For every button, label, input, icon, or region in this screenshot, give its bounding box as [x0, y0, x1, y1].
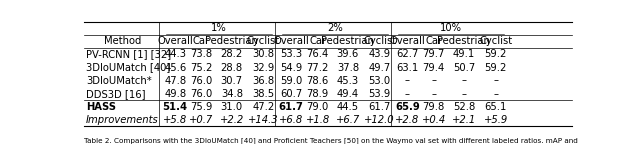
- Text: +1.8: +1.8: [305, 115, 330, 125]
- Text: Cyclist: Cyclist: [479, 36, 512, 46]
- Text: 30.8: 30.8: [253, 49, 275, 59]
- Text: +6.8: +6.8: [279, 115, 303, 125]
- Text: 59.2: 59.2: [484, 62, 507, 73]
- Text: 76.4: 76.4: [307, 49, 329, 59]
- Text: 60.7: 60.7: [280, 89, 303, 99]
- Text: 78.6: 78.6: [307, 76, 329, 86]
- Text: 44.3: 44.3: [164, 49, 186, 59]
- Text: 3DIoUMatch*: 3DIoUMatch*: [86, 76, 152, 86]
- Text: PV-RCNN [1] [32]: PV-RCNN [1] [32]: [86, 49, 171, 59]
- Text: –: –: [405, 89, 410, 99]
- Text: 39.6: 39.6: [337, 49, 359, 59]
- Text: 3DIoUMatch [40]: 3DIoUMatch [40]: [86, 62, 170, 73]
- Text: Table 2. Comparisons with the 3DIoUMatch [40] and Proficient Teachers [50] on th: Table 2. Comparisons with the 3DIoUMatch…: [84, 138, 578, 144]
- Text: +0.7: +0.7: [189, 115, 214, 125]
- Text: –: –: [431, 76, 436, 86]
- Text: –: –: [493, 76, 498, 86]
- Text: Overall: Overall: [390, 36, 425, 46]
- Text: Pedestrian: Pedestrian: [205, 36, 258, 46]
- Text: 59.0: 59.0: [280, 76, 303, 86]
- Text: 31.0: 31.0: [221, 102, 243, 112]
- Text: 2%: 2%: [327, 23, 343, 33]
- Text: 34.8: 34.8: [221, 89, 243, 99]
- Text: DDS3D [16]: DDS3D [16]: [86, 89, 145, 99]
- Text: 45.3: 45.3: [337, 76, 359, 86]
- Text: 73.8: 73.8: [191, 49, 212, 59]
- Text: 75.2: 75.2: [190, 62, 212, 73]
- Text: 1%: 1%: [211, 23, 227, 33]
- Text: 44.5: 44.5: [337, 102, 359, 112]
- Text: 79.0: 79.0: [307, 102, 329, 112]
- Text: 36.8: 36.8: [252, 76, 275, 86]
- Text: +2.8: +2.8: [396, 115, 419, 125]
- Text: Method: Method: [104, 36, 141, 46]
- Text: 61.7: 61.7: [369, 102, 391, 112]
- Text: 28.2: 28.2: [221, 49, 243, 59]
- Text: 49.4: 49.4: [337, 89, 359, 99]
- Text: 79.8: 79.8: [422, 102, 445, 112]
- Text: Pedestrian: Pedestrian: [321, 36, 374, 46]
- Text: –: –: [405, 76, 410, 86]
- Text: Overall: Overall: [157, 36, 193, 46]
- Text: 79.4: 79.4: [422, 62, 445, 73]
- Text: 77.2: 77.2: [307, 62, 329, 73]
- Text: 76.0: 76.0: [190, 76, 212, 86]
- Text: Cyclist: Cyclist: [247, 36, 280, 46]
- Text: 43.9: 43.9: [369, 49, 390, 59]
- Text: 53.9: 53.9: [369, 89, 390, 99]
- Text: Car: Car: [425, 36, 442, 46]
- Text: 50.7: 50.7: [452, 62, 475, 73]
- Text: 51.4: 51.4: [163, 102, 188, 112]
- Text: Pedestrian: Pedestrian: [438, 36, 490, 46]
- Text: 62.7: 62.7: [396, 49, 419, 59]
- Text: Car: Car: [193, 36, 210, 46]
- Text: 65.9: 65.9: [395, 102, 420, 112]
- Text: –: –: [461, 89, 467, 99]
- Text: +5.9: +5.9: [484, 115, 508, 125]
- Text: 79.7: 79.7: [422, 49, 445, 59]
- Text: 53.0: 53.0: [369, 76, 390, 86]
- Text: Improvements: Improvements: [86, 115, 159, 125]
- Text: +0.4: +0.4: [422, 115, 446, 125]
- Text: 49.7: 49.7: [369, 62, 390, 73]
- Text: 30.7: 30.7: [221, 76, 243, 86]
- Text: HASS: HASS: [86, 102, 116, 112]
- Text: 75.9: 75.9: [190, 102, 212, 112]
- Text: 28.8: 28.8: [221, 62, 243, 73]
- Text: 38.5: 38.5: [252, 89, 275, 99]
- Text: 65.1: 65.1: [484, 102, 507, 112]
- Text: 49.8: 49.8: [164, 89, 186, 99]
- Text: +2.1: +2.1: [452, 115, 476, 125]
- Text: +12.0: +12.0: [364, 115, 395, 125]
- Text: 45.6: 45.6: [164, 62, 186, 73]
- Text: 78.9: 78.9: [307, 89, 329, 99]
- Text: –: –: [493, 89, 498, 99]
- Text: 49.1: 49.1: [452, 49, 475, 59]
- Text: –: –: [461, 76, 467, 86]
- Text: 52.8: 52.8: [452, 102, 475, 112]
- Text: –: –: [431, 89, 436, 99]
- Text: +14.3: +14.3: [248, 115, 279, 125]
- Text: Car: Car: [309, 36, 326, 46]
- Text: 63.1: 63.1: [396, 62, 419, 73]
- Text: +6.7: +6.7: [336, 115, 360, 125]
- Text: 76.0: 76.0: [190, 89, 212, 99]
- Text: 61.7: 61.7: [279, 102, 304, 112]
- Text: 54.9: 54.9: [280, 62, 303, 73]
- Text: 32.9: 32.9: [252, 62, 275, 73]
- Text: 47.8: 47.8: [164, 76, 186, 86]
- Text: Overall: Overall: [273, 36, 309, 46]
- Text: +5.8: +5.8: [163, 115, 188, 125]
- Text: 47.2: 47.2: [252, 102, 275, 112]
- Text: Cyclist: Cyclist: [363, 36, 396, 46]
- Text: 10%: 10%: [440, 23, 462, 33]
- Text: +2.2: +2.2: [220, 115, 244, 125]
- Text: 53.3: 53.3: [280, 49, 302, 59]
- Text: 59.2: 59.2: [484, 49, 507, 59]
- Text: 37.8: 37.8: [337, 62, 359, 73]
